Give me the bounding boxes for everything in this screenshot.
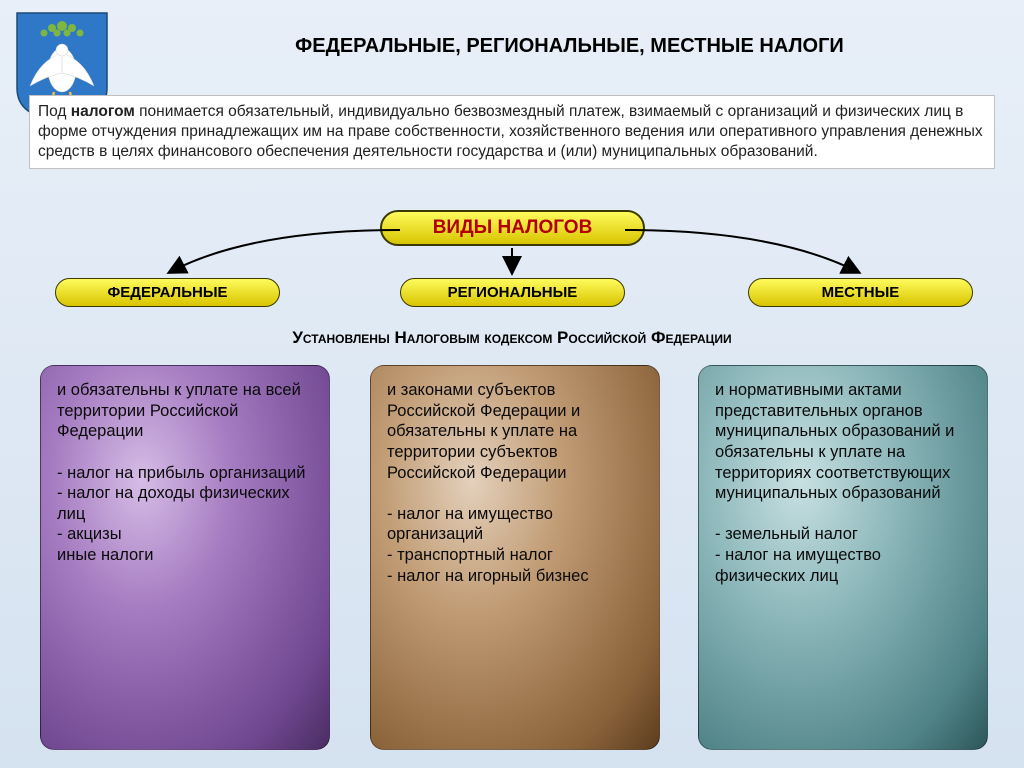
regional-column: и законами субъектов Российской Федераци… [370, 365, 660, 750]
regional-item-2: - налог на игорный бизнес [387, 566, 643, 587]
subtitle-text: Установлены Налоговым кодексом Российско… [0, 328, 1024, 348]
def-pre: Под [38, 103, 71, 120]
page-title: ФЕДЕРАЛЬНЫЕ, РЕГИОНАЛЬНЫЕ, МЕСТНЫЕ НАЛОГ… [155, 35, 984, 58]
local-pill: МЕСТНЫЕ [748, 278, 973, 307]
federal-item-0: - налог на прибыль организаций [57, 463, 313, 484]
regional-item-1: - транспортный налог [387, 545, 643, 566]
regional-item-0: - налог на имущество организаций [387, 504, 643, 545]
main-category-pill: ВИДЫ НАЛОГОВ [380, 210, 645, 246]
federal-column: и обязательны к уплате на всей территори… [40, 365, 330, 750]
federal-item-2: - акцизы [57, 524, 313, 545]
def-post: понимается обязательный, индивидуально б… [38, 103, 983, 160]
local-item-0: - земельный налог [715, 524, 971, 545]
federal-item-1: - налог на доходы физических лиц [57, 483, 313, 524]
local-column: и нормативными актами представительных о… [698, 365, 988, 750]
regional-desc: и законами субъектов Российской Федераци… [387, 380, 643, 483]
definition-box: Под налогом понимается обязательный, инд… [29, 95, 995, 169]
def-bold: налогом [71, 103, 135, 120]
local-desc: и нормативными актами представительных о… [715, 380, 971, 504]
local-item-1: - налог на имущество физических лиц [715, 545, 971, 586]
federal-item-3: иные налоги [57, 545, 313, 566]
federal-pill: ФЕДЕРАЛЬНЫЕ [55, 278, 280, 307]
regional-pill: РЕГИОНАЛЬНЫЕ [400, 278, 625, 307]
federal-desc: и обязательны к уплате на всей территори… [57, 380, 313, 442]
